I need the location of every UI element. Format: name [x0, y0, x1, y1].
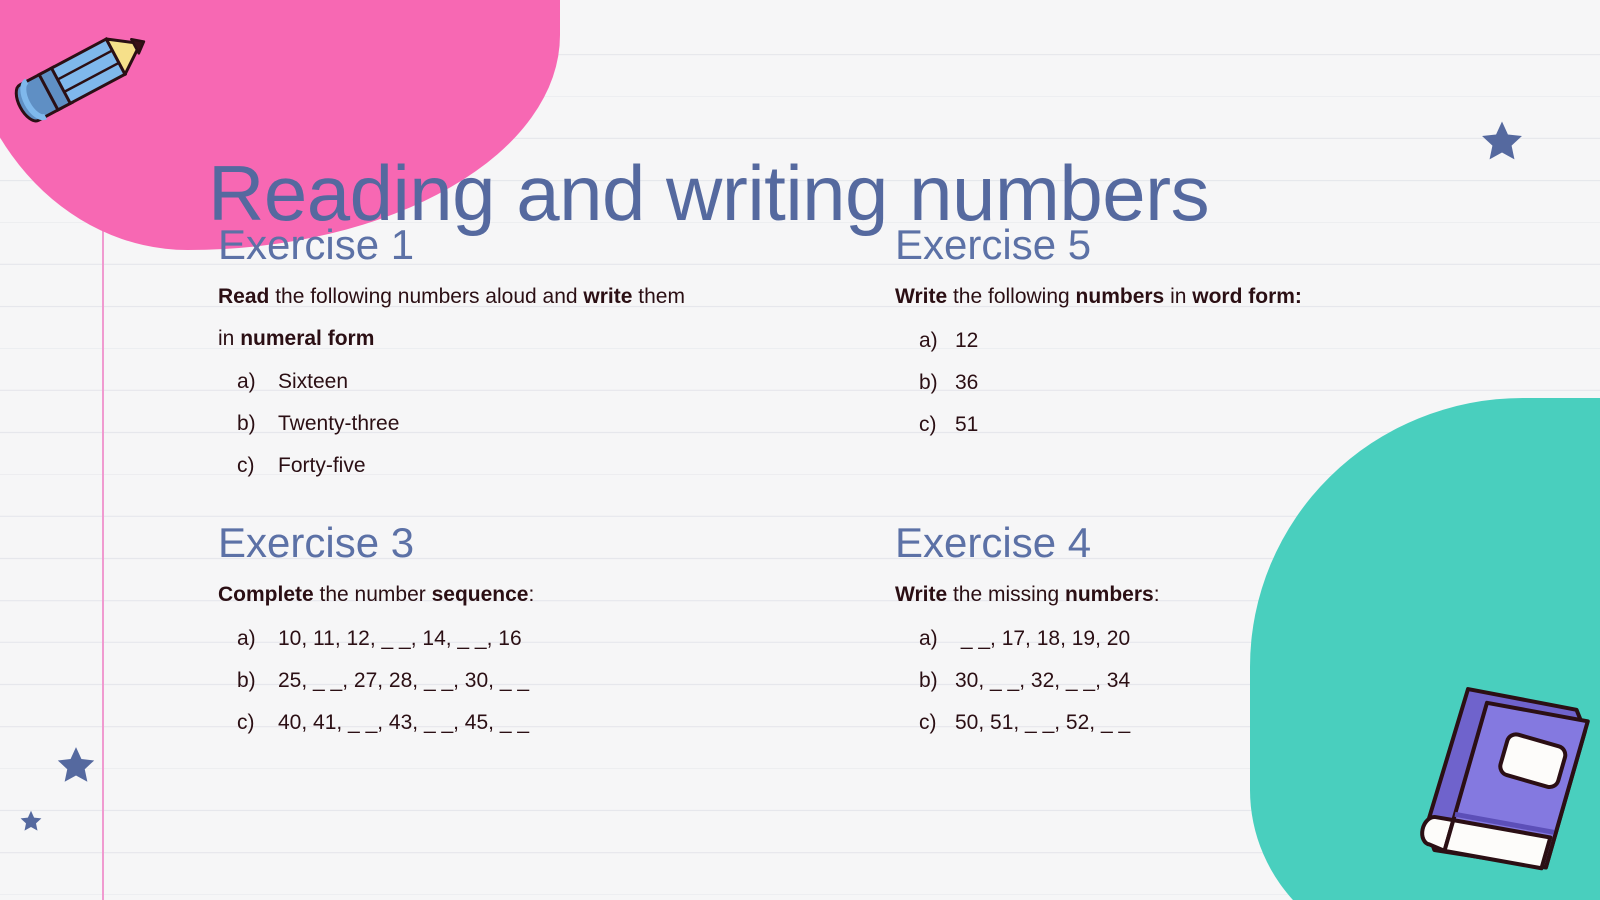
list-item: a) Sixteen	[218, 361, 858, 403]
list-item: b) Twenty-three	[218, 403, 858, 445]
list-item: c) Forty-five	[218, 445, 858, 487]
exercise-prompt: Complete the number sequence:	[218, 583, 535, 607]
exercise-heading: Exercise 3	[218, 519, 415, 566]
item-value: 10, 11, 12, _ _, 14, _ _, 16	[278, 626, 522, 650]
item-value: 50, 51, _ _, 52, _ _	[955, 710, 1131, 734]
list-item: c) 50, 51, _ _, 52, _ _	[895, 702, 1535, 744]
list-item: b) 30, _ _, 32, _ _, 34	[895, 660, 1535, 702]
item-value: 25, _ _, 27, 28, _ _, 30, _ _	[278, 668, 530, 692]
item-marker: a)	[237, 626, 256, 650]
item-marker: b)	[919, 668, 938, 692]
item-value: 51	[955, 412, 979, 436]
item-value: Sixteen	[278, 370, 349, 394]
exercise-prompt: Write the following numbers in word form…	[895, 285, 1302, 309]
exercise-prompt: Read the following numbers aloud and wri…	[218, 285, 685, 350]
item-marker: c)	[919, 710, 937, 734]
exercise-heading: Exercise 5	[895, 221, 1092, 268]
exercise-5-block: Exercise 5 Write the following numbers i…	[895, 221, 1535, 446]
item-marker: b)	[237, 412, 256, 436]
exercise-heading: Exercise 4	[895, 519, 1092, 566]
exercise-4-block: Exercise 4 Write the missing numbers: a)…	[895, 519, 1535, 744]
item-marker: c)	[919, 412, 937, 436]
item-marker: b)	[919, 370, 938, 394]
item-marker: c)	[237, 710, 255, 734]
item-marker: a)	[919, 626, 938, 650]
list-item: b) 25, _ _, 27, 28, _ _, 30, _ _	[218, 660, 858, 702]
list-item: c) 40, 41, _ _, 43, _ _, 45, _ _	[218, 702, 858, 744]
item-value: _ _, 17, 18, 19, 20	[955, 626, 1131, 650]
item-value: 36	[955, 370, 979, 394]
item-value: Forty-five	[278, 454, 366, 478]
pencil-icon	[14, 36, 146, 123]
star-icon	[1482, 121, 1522, 160]
exercise-item-list: a) 12 b) 36 c) 51	[895, 320, 1535, 446]
item-marker: a)	[919, 328, 938, 352]
item-value: 40, 41, _ _, 43, _ _, 45, _ _	[278, 710, 530, 734]
exercise-1-block: Exercise 1 Read the following numbers al…	[218, 221, 858, 487]
exercise-3-block: Exercise 3 Complete the number sequence:…	[218, 519, 858, 744]
item-marker: c)	[237, 454, 255, 478]
exercise-heading: Exercise 1	[218, 221, 415, 268]
star-icon	[20, 810, 42, 831]
list-item: a) 10, 11, 12, _ _, 14, _ _, 16	[218, 618, 858, 660]
star-icon	[57, 747, 95, 782]
item-value: 30, _ _, 32, _ _, 34	[955, 668, 1131, 692]
list-item: a) 12	[895, 320, 1535, 362]
item-value: Twenty-three	[278, 412, 400, 436]
list-item: a) _ _, 17, 18, 19, 20	[895, 618, 1535, 660]
item-marker: b)	[237, 668, 256, 692]
exercise-item-list: a) _ _, 17, 18, 19, 20 b) 30, _ _, 32, _…	[895, 618, 1535, 744]
item-marker: a)	[237, 370, 256, 394]
page-title: Reading and writing numbers	[208, 149, 1210, 238]
book-icon	[1420, 687, 1590, 871]
exercise-item-list: a) Sixteen b) Twenty-three c) Forty-five	[218, 361, 858, 487]
exercise-prompt: Write the missing numbers:	[895, 583, 1160, 607]
margin-line	[102, 0, 104, 900]
item-value: 12	[955, 328, 979, 352]
exercise-item-list: a) 10, 11, 12, _ _, 14, _ _, 16 b) 25, _…	[218, 618, 858, 744]
list-item: b) 36	[895, 362, 1535, 404]
list-item: c) 51	[895, 404, 1535, 446]
